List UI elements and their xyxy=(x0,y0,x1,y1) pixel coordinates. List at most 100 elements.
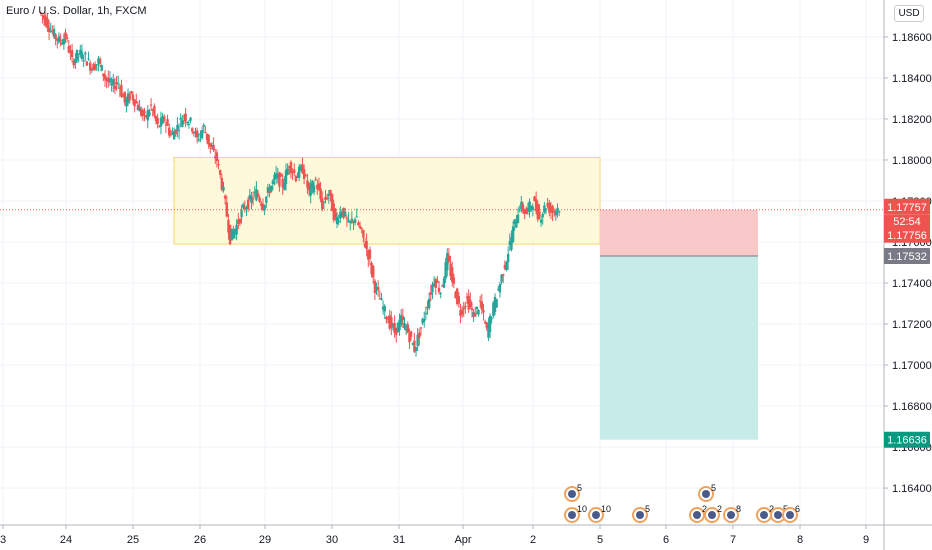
candle-body xyxy=(451,267,454,283)
candle-body xyxy=(455,288,459,304)
candle-body xyxy=(511,226,515,243)
candle-body xyxy=(235,224,238,235)
candle-body xyxy=(195,130,199,138)
candle-body xyxy=(205,133,209,141)
candle-body xyxy=(498,284,502,293)
take-profit-zone xyxy=(600,255,758,440)
candle-body xyxy=(296,177,299,179)
x-tick-label: 25 xyxy=(127,534,139,546)
candle-body xyxy=(291,171,294,173)
target-badge-bg xyxy=(884,431,930,448)
candle-body xyxy=(159,117,163,127)
candle-body xyxy=(171,131,174,135)
candle-body xyxy=(187,123,191,125)
candle-body xyxy=(123,91,126,103)
candle-body xyxy=(335,216,339,225)
candle-body xyxy=(108,78,112,83)
candle-body xyxy=(544,208,548,211)
candle-body xyxy=(232,230,235,239)
candle-body xyxy=(401,316,405,321)
candle-body xyxy=(551,205,554,213)
candle-body xyxy=(182,116,186,118)
candle-body xyxy=(467,295,470,310)
candle-body xyxy=(321,198,324,209)
candle-body xyxy=(136,104,140,111)
candle-body xyxy=(177,130,181,132)
candle-body xyxy=(87,58,90,60)
candle-body xyxy=(253,191,256,193)
x-tick-label: 24 xyxy=(60,534,72,546)
event-count: 2 xyxy=(769,504,774,514)
candle-body xyxy=(516,214,520,224)
candle-body xyxy=(493,296,497,312)
candle-body xyxy=(65,37,69,39)
candle-body xyxy=(191,128,194,132)
entry-open-badge-bg xyxy=(884,226,930,243)
candle-body xyxy=(148,111,151,116)
candle-body xyxy=(248,195,252,199)
candle-body xyxy=(408,333,411,343)
candle-body xyxy=(128,94,131,101)
candle-body xyxy=(47,27,51,33)
candle-body xyxy=(251,198,255,200)
candle-body xyxy=(483,321,487,324)
event-flag-icon xyxy=(760,511,768,519)
candle-body xyxy=(452,277,456,284)
candle-body xyxy=(332,203,335,221)
candle-body xyxy=(413,340,416,352)
candle-body xyxy=(133,99,136,107)
candle-body xyxy=(260,203,263,207)
event-flag-icon xyxy=(568,511,576,519)
candle-body xyxy=(355,216,358,218)
candle-body xyxy=(385,316,388,320)
candle-body xyxy=(77,54,80,56)
candle-body xyxy=(261,203,265,210)
y-tick-label: 1.16800 xyxy=(892,401,932,413)
candle-body xyxy=(306,180,309,188)
candle-body xyxy=(460,309,464,315)
candle-body xyxy=(238,218,242,224)
candle-body xyxy=(57,36,61,43)
event-count: 8 xyxy=(736,504,741,514)
candle-body xyxy=(70,50,74,58)
candle-body xyxy=(158,125,161,127)
candle-body xyxy=(245,208,248,210)
candle-body xyxy=(242,204,245,208)
candle-body xyxy=(154,116,158,122)
candle-body xyxy=(464,305,467,308)
candle-body xyxy=(115,82,118,85)
candle-body xyxy=(189,117,192,121)
candle-body xyxy=(54,34,57,40)
candle-body xyxy=(316,184,319,190)
candle-body xyxy=(167,127,171,136)
currency-label[interactable]: USD xyxy=(894,5,924,22)
candle-body xyxy=(342,207,345,218)
candle-body xyxy=(353,219,357,223)
event-flag-icon xyxy=(568,490,576,498)
candle-body xyxy=(210,148,214,150)
candle-body xyxy=(311,181,314,188)
candle-body xyxy=(472,312,475,317)
candle-body xyxy=(299,165,303,171)
candle-body xyxy=(233,228,237,235)
candle-body xyxy=(437,287,441,293)
event-count: 6 xyxy=(795,504,800,514)
candle-body xyxy=(288,166,291,169)
candle-body xyxy=(140,109,143,116)
candle-body xyxy=(368,249,372,259)
x-tick-label: 29 xyxy=(259,534,271,546)
candle-body xyxy=(209,143,212,148)
chart-title: Euro / U.S. Dollar, 1h, FXCM xyxy=(6,5,147,17)
candle-body xyxy=(223,195,227,199)
candle-body xyxy=(554,211,558,216)
event-flag-icon xyxy=(727,511,735,519)
candle-body xyxy=(427,298,431,308)
candle-body xyxy=(393,323,396,334)
candle-body xyxy=(59,39,62,42)
candle-body xyxy=(270,185,273,192)
candle-body xyxy=(421,318,424,324)
candle-body xyxy=(62,39,66,45)
candle-body xyxy=(513,219,516,224)
